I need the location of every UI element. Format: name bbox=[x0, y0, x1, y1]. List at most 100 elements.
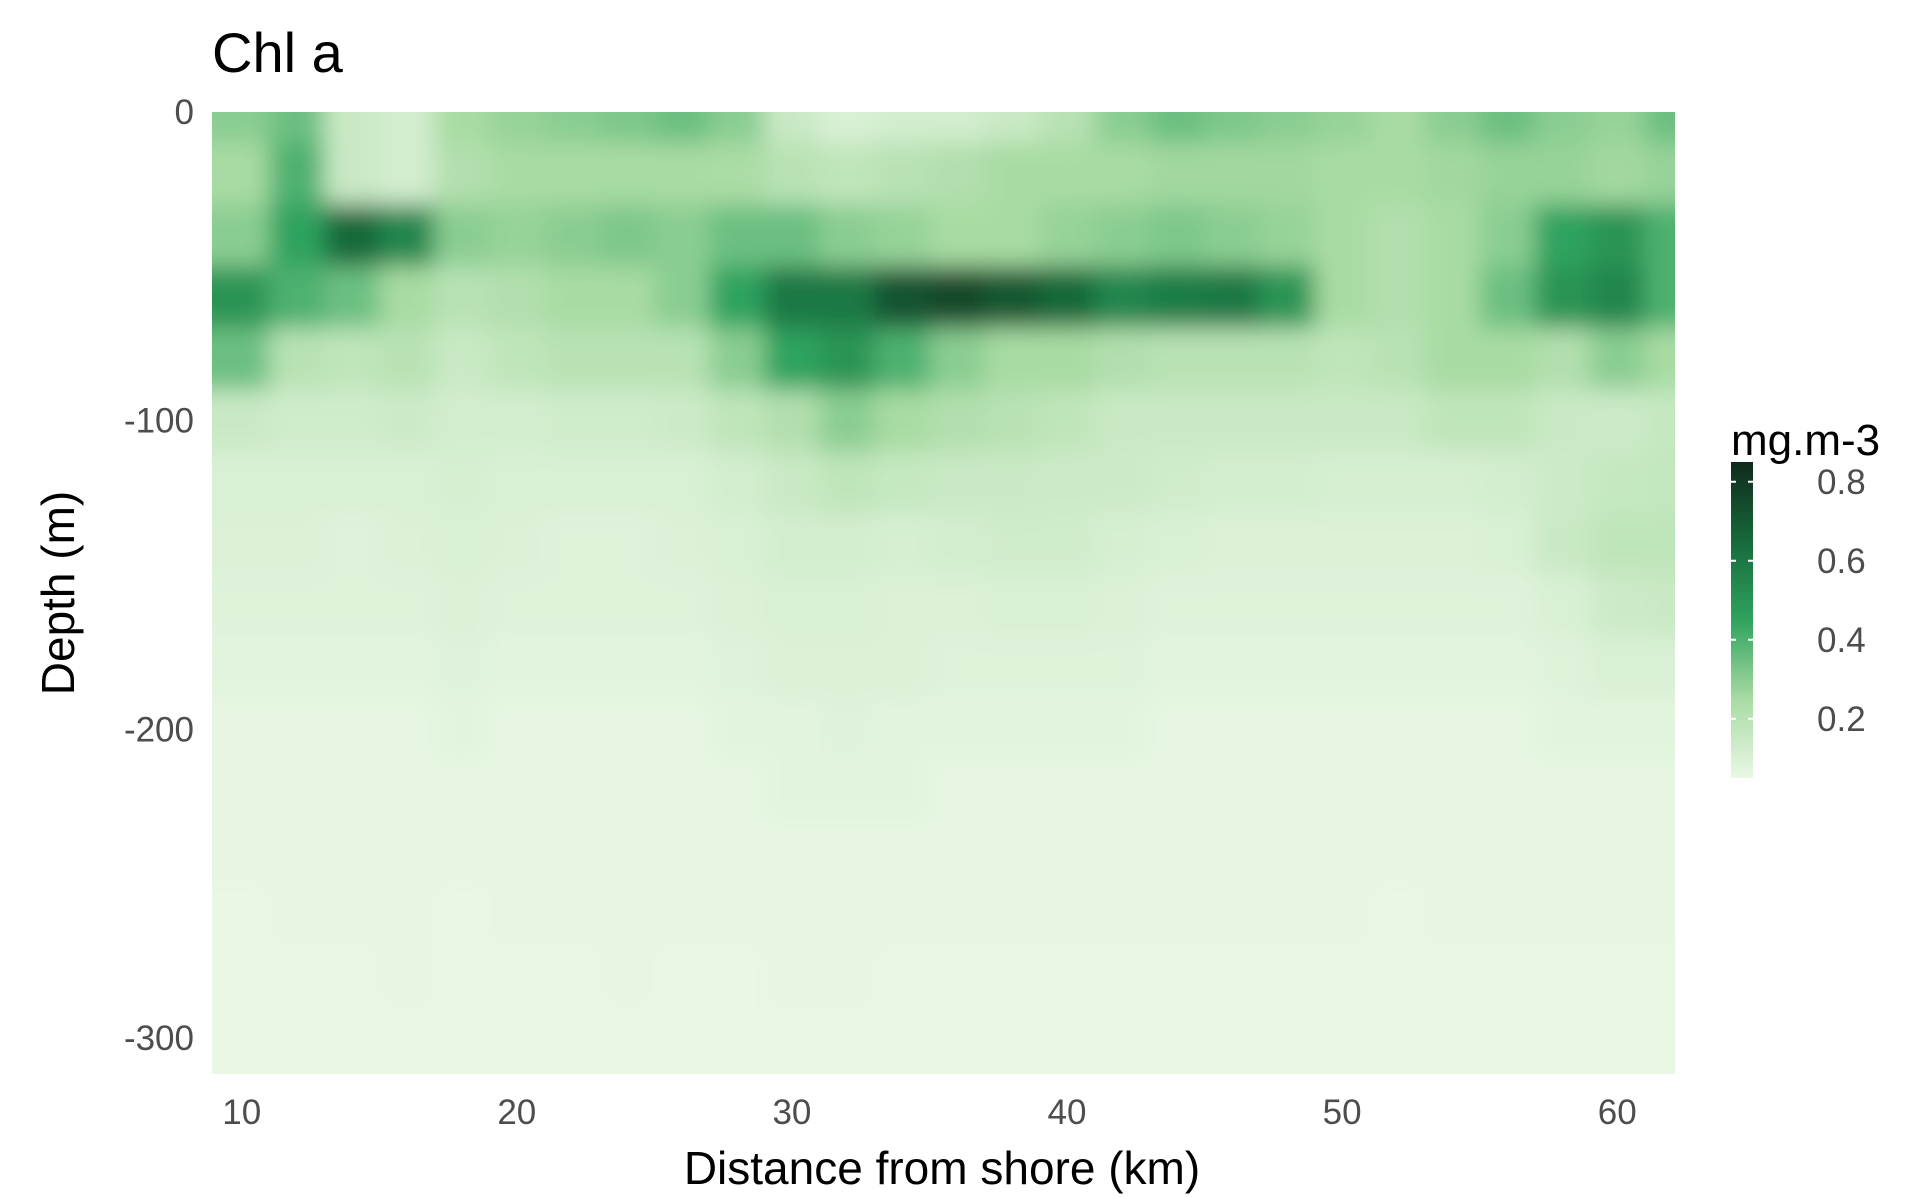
heat-cell bbox=[929, 266, 985, 329]
heat-cell bbox=[1589, 822, 1646, 885]
heat-cell bbox=[1534, 142, 1591, 206]
heat-cell bbox=[544, 451, 600, 514]
heat-cell bbox=[1314, 883, 1371, 947]
heat-cell bbox=[764, 698, 820, 761]
heat-cell bbox=[1424, 142, 1481, 206]
heat-cell bbox=[599, 328, 655, 391]
heat-cell bbox=[1534, 945, 1591, 1008]
heat-cell bbox=[1589, 883, 1646, 947]
heat-cell bbox=[984, 698, 1041, 761]
heat-cell bbox=[434, 389, 490, 453]
heat-cell bbox=[544, 760, 600, 823]
heat-cell bbox=[1149, 112, 1206, 144]
heat-cell bbox=[324, 698, 380, 761]
heat-cell bbox=[1644, 328, 1675, 391]
heat-cell bbox=[1369, 266, 1426, 329]
heat-cell bbox=[324, 822, 380, 885]
heat-cell bbox=[599, 513, 655, 576]
y-tick-label: -300 bbox=[124, 1019, 194, 1058]
heat-cell bbox=[929, 451, 985, 514]
heat-cell bbox=[434, 760, 490, 823]
heat-cell bbox=[544, 142, 600, 206]
heat-cell bbox=[1589, 575, 1646, 638]
heat-cell bbox=[764, 513, 820, 576]
heat-cell bbox=[212, 636, 270, 700]
heat-cell bbox=[212, 575, 270, 638]
heat-cell bbox=[212, 1007, 270, 1074]
heat-cell bbox=[709, 204, 765, 267]
heat-cell bbox=[929, 883, 985, 947]
heat-cell bbox=[929, 575, 985, 638]
heat-cell bbox=[1644, 451, 1675, 514]
heat-cell bbox=[489, 112, 545, 144]
heat-cell bbox=[544, 822, 600, 885]
heat-cell bbox=[1149, 945, 1206, 1008]
heat-cell bbox=[1259, 451, 1316, 514]
heat-cell bbox=[1204, 142, 1261, 206]
heat-cell bbox=[1644, 389, 1675, 453]
heat-cell bbox=[212, 883, 270, 947]
heat-cell bbox=[1314, 204, 1371, 267]
heat-cell bbox=[819, 698, 875, 761]
heat-cell bbox=[1314, 389, 1371, 453]
heat-cell bbox=[874, 698, 930, 761]
heat-cell bbox=[544, 266, 600, 329]
heat-cell bbox=[1479, 328, 1536, 391]
heat-cell bbox=[984, 513, 1041, 576]
heat-cell bbox=[1479, 266, 1536, 329]
heat-cell bbox=[269, 112, 325, 144]
heat-cell bbox=[1424, 883, 1481, 947]
heat-cell bbox=[1369, 822, 1426, 885]
heat-cell bbox=[1314, 760, 1371, 823]
heat-cell bbox=[1204, 760, 1261, 823]
heat-cell bbox=[929, 328, 985, 391]
heat-cell bbox=[1424, 575, 1481, 638]
heat-cell bbox=[1479, 883, 1536, 947]
heat-cell bbox=[1534, 451, 1591, 514]
heat-cell bbox=[1369, 112, 1426, 144]
heat-cell bbox=[1149, 328, 1206, 391]
heat-cell bbox=[1204, 883, 1261, 947]
heat-cell bbox=[874, 945, 930, 1008]
heat-cell bbox=[489, 142, 545, 206]
heat-cell bbox=[212, 389, 270, 453]
heat-cell bbox=[1039, 1007, 1096, 1074]
heat-cell bbox=[1589, 636, 1646, 700]
heat-cell bbox=[1259, 945, 1316, 1008]
heat-cell bbox=[1534, 575, 1591, 638]
heat-cell bbox=[1259, 142, 1316, 206]
heat-cell bbox=[1644, 1007, 1675, 1074]
heat-cell bbox=[874, 575, 930, 638]
heat-cell bbox=[874, 1007, 930, 1074]
heat-cell bbox=[654, 451, 710, 514]
heat-cell bbox=[874, 883, 930, 947]
heat-cell bbox=[764, 945, 820, 1008]
heat-cell bbox=[489, 451, 545, 514]
heat-cell bbox=[1369, 636, 1426, 700]
heat-cell bbox=[1204, 822, 1261, 885]
heat-cell bbox=[654, 513, 710, 576]
heat-cell bbox=[1204, 451, 1261, 514]
heat-cell bbox=[434, 636, 490, 700]
heat-cell bbox=[212, 328, 270, 391]
heat-cell bbox=[819, 451, 875, 514]
heat-cell bbox=[1589, 112, 1646, 144]
heat-cell bbox=[819, 1007, 875, 1074]
heat-cell bbox=[379, 822, 435, 885]
heat-cell bbox=[1149, 636, 1206, 700]
heat-cell bbox=[874, 389, 930, 453]
heat-cell bbox=[1479, 575, 1536, 638]
heat-cell bbox=[489, 575, 545, 638]
y-tick-label: -200 bbox=[124, 710, 194, 749]
heat-cell bbox=[324, 883, 380, 947]
heat-cell bbox=[709, 636, 765, 700]
heat-cell bbox=[212, 698, 270, 761]
heat-cell bbox=[212, 204, 270, 267]
heat-cell bbox=[212, 266, 270, 329]
heat-cell bbox=[1534, 328, 1591, 391]
heat-cell bbox=[1039, 575, 1096, 638]
heat-cell bbox=[1369, 945, 1426, 1008]
heat-cell bbox=[984, 112, 1041, 144]
heat-cell bbox=[1204, 389, 1261, 453]
heat-cell bbox=[1644, 204, 1675, 267]
